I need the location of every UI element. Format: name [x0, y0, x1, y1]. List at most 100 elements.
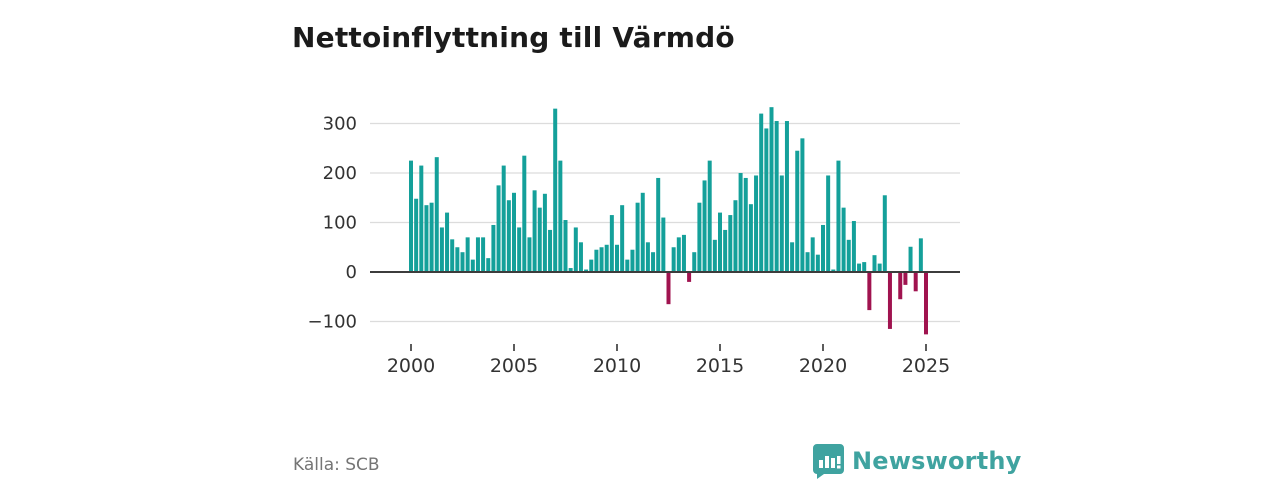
bar — [759, 113, 764, 272]
bar — [821, 224, 825, 272]
bar — [790, 242, 795, 272]
bar — [522, 155, 527, 272]
bar — [661, 217, 666, 272]
bar — [903, 272, 908, 285]
bar — [424, 205, 429, 272]
x-axis-tick-label: 2005 — [490, 355, 538, 377]
bar — [501, 165, 506, 272]
bar — [697, 202, 702, 272]
bar — [692, 252, 697, 272]
bar — [481, 237, 486, 272]
bar — [687, 272, 692, 282]
bar — [774, 121, 779, 273]
bar — [867, 272, 872, 311]
bar — [604, 244, 609, 272]
bar — [635, 202, 640, 272]
x-axis-tick-label: 2020 — [799, 355, 847, 377]
page-title: Nettoinflyttning till Värmdö — [292, 20, 735, 54]
x-axis-tick-label: 2010 — [593, 355, 641, 377]
bar — [671, 247, 676, 272]
bar — [846, 239, 851, 272]
bar — [537, 207, 542, 272]
bar — [470, 259, 475, 272]
bar — [445, 212, 450, 272]
bar — [728, 215, 733, 272]
bar — [439, 227, 444, 272]
bar — [748, 204, 753, 272]
bar — [620, 205, 625, 272]
bar — [841, 207, 846, 272]
bar — [409, 160, 413, 272]
bar — [712, 239, 717, 272]
bar — [764, 128, 769, 272]
bar — [645, 242, 650, 272]
bar — [486, 258, 491, 272]
bar — [882, 195, 887, 272]
bar — [924, 272, 928, 335]
bar — [434, 157, 439, 272]
brand-name: Newsworthy — [852, 447, 1022, 475]
bar — [578, 242, 583, 272]
y-axis-tick-label: 100 — [323, 213, 357, 234]
bar — [913, 272, 918, 292]
bar — [754, 175, 759, 272]
bar — [496, 185, 501, 272]
bar — [414, 198, 419, 272]
bar — [584, 269, 589, 272]
bar — [506, 200, 511, 272]
bar — [589, 259, 594, 272]
bar — [563, 220, 568, 272]
bar — [527, 237, 532, 272]
bar — [826, 175, 831, 272]
bar — [723, 229, 728, 272]
bar — [491, 224, 496, 272]
bar — [738, 173, 743, 272]
bar — [615, 244, 619, 272]
bar — [877, 263, 882, 272]
bar — [857, 263, 862, 272]
y-axis-tick-label: 200 — [323, 163, 357, 184]
bar — [609, 215, 614, 272]
bar — [594, 249, 599, 272]
bar — [908, 246, 913, 272]
y-axis-tick-label: 300 — [323, 114, 357, 135]
bar — [651, 252, 656, 272]
bar — [429, 202, 434, 272]
bar — [676, 237, 681, 272]
bar — [666, 272, 671, 305]
bar — [769, 107, 774, 272]
bar — [656, 177, 661, 272]
bar — [810, 237, 815, 272]
bar — [815, 254, 820, 272]
bar — [465, 237, 470, 272]
bar — [573, 227, 578, 272]
bar — [450, 239, 455, 272]
bar — [743, 177, 748, 272]
bar — [475, 237, 480, 272]
bar — [795, 150, 800, 272]
bar — [599, 247, 604, 272]
bar — [630, 249, 635, 272]
bar — [681, 234, 686, 272]
bar — [733, 200, 738, 272]
bar — [553, 108, 558, 273]
bar — [779, 175, 784, 272]
bar — [918, 238, 923, 272]
source-note: Källa: SCB — [293, 455, 380, 475]
bar-chart-speech-bubble-icon — [813, 443, 844, 479]
bar — [558, 160, 563, 272]
bar — [831, 269, 836, 272]
bar — [532, 190, 537, 272]
y-axis-tick-label: −100 — [308, 312, 357, 333]
bar — [836, 160, 841, 272]
bar — [512, 192, 516, 272]
bar — [887, 272, 892, 329]
bar — [898, 272, 903, 300]
bar — [702, 180, 707, 272]
x-axis-tick-label: 2015 — [696, 355, 744, 377]
bar — [568, 268, 573, 272]
bar — [542, 193, 547, 272]
bar — [640, 192, 645, 272]
bar — [805, 252, 810, 272]
